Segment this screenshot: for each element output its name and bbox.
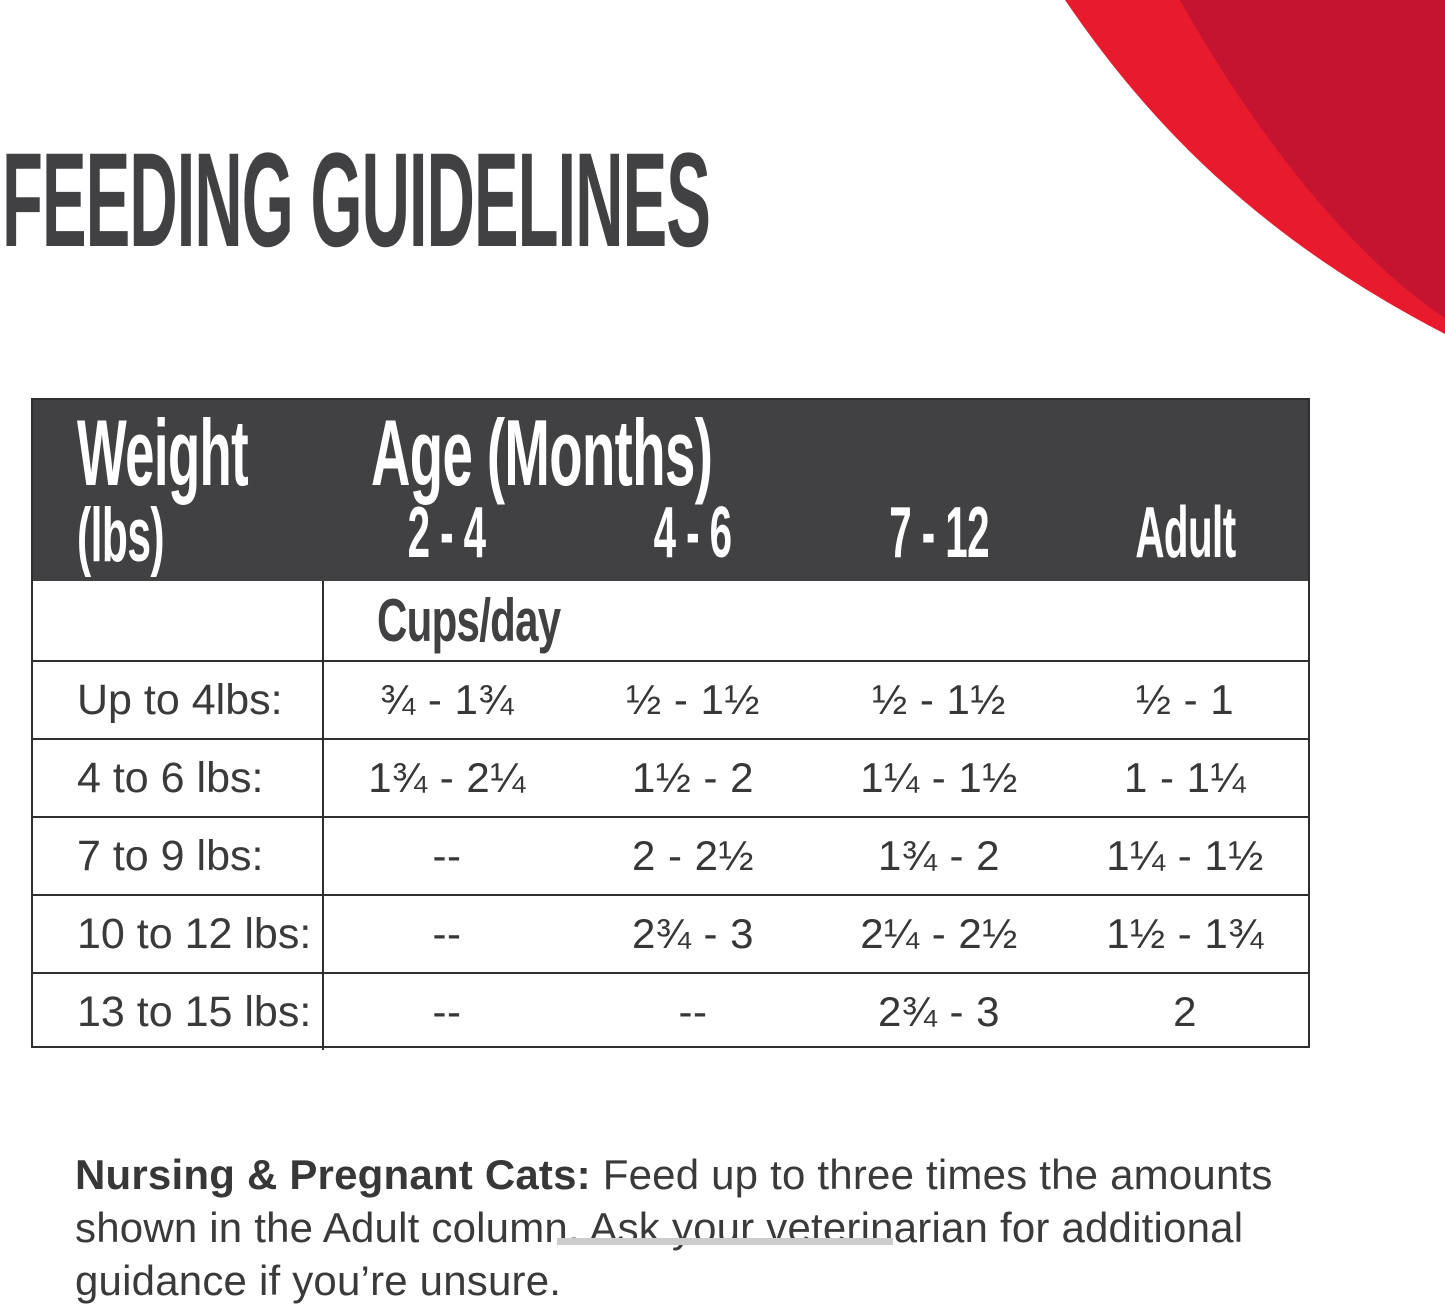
header-col-adult: Adult xyxy=(1134,493,1236,573)
units-label: Cups/day xyxy=(377,586,561,654)
value-cell: ¾ - 1¾ xyxy=(380,676,514,723)
value-cell: 1½ - 1¾ xyxy=(1106,910,1264,957)
value-cell: 2 - 2½ xyxy=(631,832,755,879)
value-cell: -- xyxy=(678,988,708,1035)
units-row-empty-cell xyxy=(816,581,1062,660)
header-col-4-6: 4 - 6 xyxy=(654,493,732,573)
value-cell: ½ - 1 xyxy=(1135,676,1235,723)
header-col-2-4: 2 - 4 xyxy=(408,493,486,573)
weight-cell: 4 to 6 lbs: xyxy=(33,740,324,816)
table-row: 10 to 12 lbs: -- 2¾ - 3 2¼ - 2½ 1½ - 1¾ xyxy=(33,894,1308,972)
table-header: Weight (lbs) Age (Months) 2 - 4 4 - 6 7 … xyxy=(33,400,1308,581)
table-row: Up to 4lbs: ¾ - 1¾ ½ - 1½ ½ - 1½ ½ - 1 xyxy=(33,660,1308,738)
units-row-empty-cell xyxy=(1062,581,1308,660)
value-cell: ½ - 1½ xyxy=(872,676,1006,723)
value-cell: 1 - 1¼ xyxy=(1123,754,1247,801)
value-cell: ½ - 1½ xyxy=(626,676,760,723)
value-cell: 1½ - 2 xyxy=(631,754,755,801)
table-row: 7 to 9 lbs: -- 2 - 2½ 1¾ - 2 1¼ - 1½ xyxy=(33,816,1308,894)
value-cell: 1¼ - 1½ xyxy=(860,754,1018,801)
value-cell: 2¾ - 3 xyxy=(877,988,1001,1035)
weight-cell: Up to 4lbs: xyxy=(33,662,324,738)
header-weight-unit: (lbs) xyxy=(77,493,165,578)
table-row: 4 to 6 lbs: 1¾ - 2¼ 1½ - 2 1¼ - 1½ 1 - 1… xyxy=(33,738,1308,816)
value-cell: 2¼ - 2½ xyxy=(860,910,1018,957)
units-label-cell: Cups/day xyxy=(324,581,816,660)
value-cell: 2¾ - 3 xyxy=(631,910,755,957)
bottom-edge-bar xyxy=(557,1238,893,1245)
value-cell: 1¾ - 2¼ xyxy=(368,754,526,801)
header-col-7-12: 7 - 12 xyxy=(889,493,989,573)
value-cell: 1¾ - 2 xyxy=(877,832,1001,879)
value-cell: -- xyxy=(432,988,462,1035)
table-row: 13 to 15 lbs: -- -- 2¾ - 3 2 xyxy=(33,972,1308,1050)
value-cell: -- xyxy=(432,832,462,879)
weight-cell: 7 to 9 lbs: xyxy=(33,818,324,894)
header-age-columns-row: 2 - 4 4 - 6 7 - 12 Adult xyxy=(33,497,1308,569)
note-bold-lead: Nursing & Pregnant Cats: xyxy=(75,1151,591,1198)
weight-cell: 13 to 15 lbs: xyxy=(33,974,324,1050)
value-cell: -- xyxy=(432,910,462,957)
table-body: Cups/day Up to 4lbs: ¾ - 1¾ ½ - 1½ ½ - 1… xyxy=(33,581,1308,1050)
page-title-text: FEEDING GUIDELINES xyxy=(2,126,711,275)
units-row: Cups/day xyxy=(33,581,1308,660)
header-spacer-cell xyxy=(33,497,324,569)
weight-cell: 10 to 12 lbs: xyxy=(33,896,324,972)
page-title: FEEDING GUIDELINES xyxy=(2,134,1418,268)
header-age-label: Age (Months) xyxy=(371,400,713,505)
feeding-guidelines-table: Weight (lbs) Age (Months) 2 - 4 4 - 6 7 … xyxy=(31,398,1310,1050)
value-cell: 2 xyxy=(1173,988,1197,1035)
value-cell: 1¼ - 1½ xyxy=(1106,832,1264,879)
units-row-spacer-cell xyxy=(33,581,324,660)
nursing-pregnant-note: Nursing & Pregnant Cats: Feed up to thre… xyxy=(75,1148,1315,1307)
header-weight-label: Weight xyxy=(77,400,249,505)
